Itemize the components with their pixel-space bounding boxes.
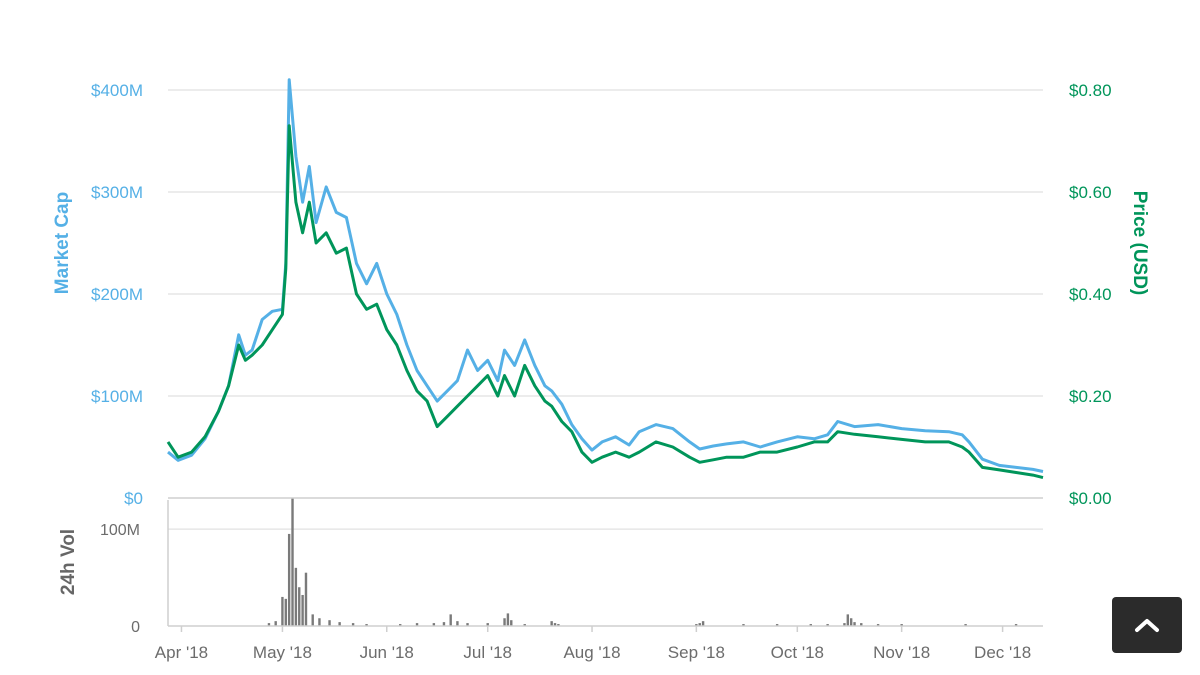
y-axis-label-volume: 24h Vol — [58, 529, 79, 595]
volume-bar — [304, 572, 308, 626]
scroll-to-top-button[interactable] — [1112, 597, 1182, 653]
left-tick-label: $300M — [91, 183, 143, 202]
volume-bar — [311, 614, 314, 626]
volume-bars — [267, 498, 1018, 626]
volume-bar — [846, 614, 850, 626]
grid-lines — [168, 89, 1043, 530]
volume-bar — [281, 596, 284, 626]
volume-bar — [456, 621, 459, 626]
chevron-up-icon — [1135, 619, 1159, 632]
left-tick-label: $200M — [91, 285, 143, 304]
volume-bar — [698, 623, 701, 626]
volume-bar — [267, 623, 271, 626]
volume-tick-label: 100M — [100, 522, 140, 539]
tick-labels: $0 $0.00 $100M $0.20 $200M $0.40 $300M $0.60 $40… — [91, 81, 1112, 662]
volume-bar — [274, 621, 277, 626]
volume-bar — [695, 624, 698, 626]
volume-bar — [294, 567, 298, 626]
volume-bar — [701, 621, 705, 626]
volume-bar — [826, 624, 829, 626]
volume-bar — [432, 623, 436, 626]
volume-bar — [860, 623, 863, 626]
volume-bar — [442, 622, 446, 626]
volume-bar — [466, 623, 469, 626]
volume-bar — [284, 598, 287, 626]
volume-bar — [557, 624, 560, 626]
volume-bar — [849, 618, 853, 626]
series-lines — [166, 78, 1044, 480]
volume-bar — [900, 624, 903, 626]
market-cap-line — [167, 78, 1044, 473]
y-axis-label-market-cap: Market Cap — [52, 192, 73, 294]
volume-bar — [843, 623, 846, 626]
right-tick-label: $0.40 — [1069, 285, 1112, 304]
right-tick-label: $0.80 — [1069, 81, 1112, 100]
volume-bar — [365, 624, 368, 626]
volume-bar — [301, 594, 304, 626]
volume-bar — [964, 624, 967, 626]
x-tick-label: Oct '18 — [771, 643, 824, 662]
volume-bar — [449, 614, 452, 626]
right-tick-label: $0.00 — [1069, 489, 1112, 508]
volume-bar — [775, 624, 779, 626]
price-line — [166, 124, 1044, 480]
volume-bar — [506, 613, 510, 626]
axis-lines — [167, 497, 1043, 632]
volume-bar — [486, 623, 489, 626]
right-tick-label: $0.20 — [1069, 387, 1112, 406]
volume-bar — [291, 498, 294, 626]
y-axis-label-price: Price (USD) — [1129, 191, 1150, 296]
left-tick-label: $100M — [91, 387, 143, 406]
volume-bar — [876, 624, 880, 626]
left-tick-label: $0 — [124, 489, 143, 508]
x-tick-label: Sep '18 — [668, 643, 725, 662]
volume-bar — [503, 618, 506, 626]
x-tick-label: Jun '18 — [360, 643, 414, 662]
right-tick-label: $0.60 — [1069, 183, 1112, 202]
volume-bar — [399, 624, 402, 626]
volume-bar — [415, 623, 419, 626]
x-tick-label: Dec '18 — [974, 643, 1031, 662]
volume-bar — [328, 620, 331, 626]
x-tick-label: Jul '18 — [463, 643, 512, 662]
volume-bar — [523, 624, 526, 626]
volume-bar — [553, 623, 557, 626]
volume-bar — [351, 623, 355, 626]
volume-bar — [742, 624, 745, 626]
volume-bar — [853, 622, 856, 626]
x-tick-label: Aug '18 — [563, 643, 620, 662]
volume-tick-label: 0 — [131, 619, 140, 636]
volume-bar — [1014, 624, 1018, 626]
volume-bar — [510, 620, 513, 626]
volume-bar — [287, 533, 291, 626]
x-tick-label: Apr '18 — [155, 643, 208, 662]
x-tick-label: May '18 — [253, 643, 312, 662]
left-tick-label: $400M — [91, 81, 143, 100]
volume-bar — [298, 587, 301, 626]
volume-bar — [550, 621, 553, 626]
volume-bar — [809, 624, 812, 626]
x-tick-label: Nov '18 — [873, 643, 930, 662]
volume-bar — [338, 622, 341, 626]
volume-bar — [318, 618, 321, 626]
